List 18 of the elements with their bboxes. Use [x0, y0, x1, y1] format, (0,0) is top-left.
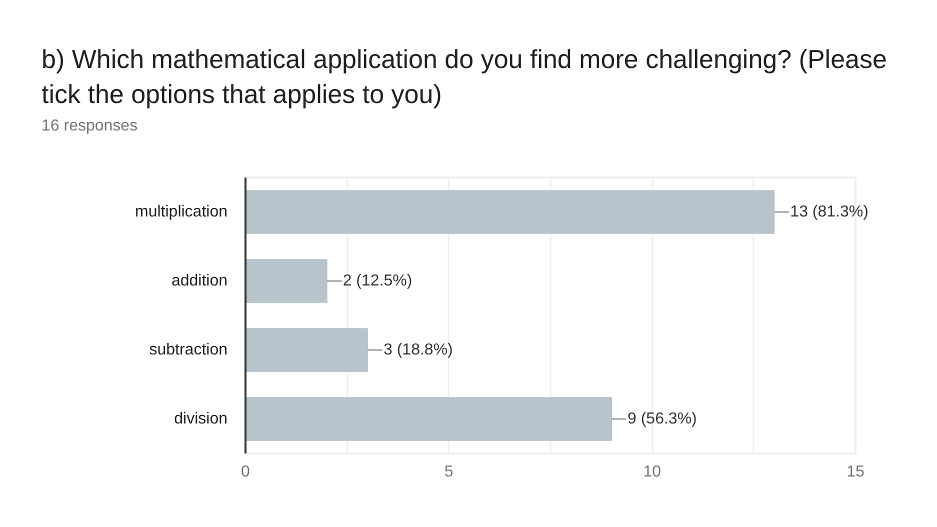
- bar: [246, 259, 328, 303]
- y-tick-label: division: [174, 410, 228, 428]
- data-label: 13 (81.3%): [790, 204, 868, 220]
- text: 16 responses: [42, 118, 138, 134]
- x-tick-label: 5: [444, 464, 454, 480]
- y-tick-label: multiplication: [135, 204, 228, 220]
- data-label: 3 (18.8%): [384, 342, 453, 358]
- x-tick-label: 0: [241, 464, 250, 480]
- bar: [246, 190, 775, 234]
- x-tick-label: 15: [846, 464, 864, 480]
- bar: [246, 397, 612, 441]
- y-tick-label: subtraction: [149, 342, 228, 358]
- data-label: 9 (56.3%): [628, 410, 697, 428]
- y-tick-label: addition: [171, 272, 228, 290]
- bar: [246, 328, 368, 372]
- chart-title: b) Which mathematical application do you find more challenging? (Please tick the options that applies to you): [42, 44, 887, 109]
- data-label: 2 (12.5%): [342, 272, 412, 290]
- x-tick-label: 10: [643, 464, 662, 480]
